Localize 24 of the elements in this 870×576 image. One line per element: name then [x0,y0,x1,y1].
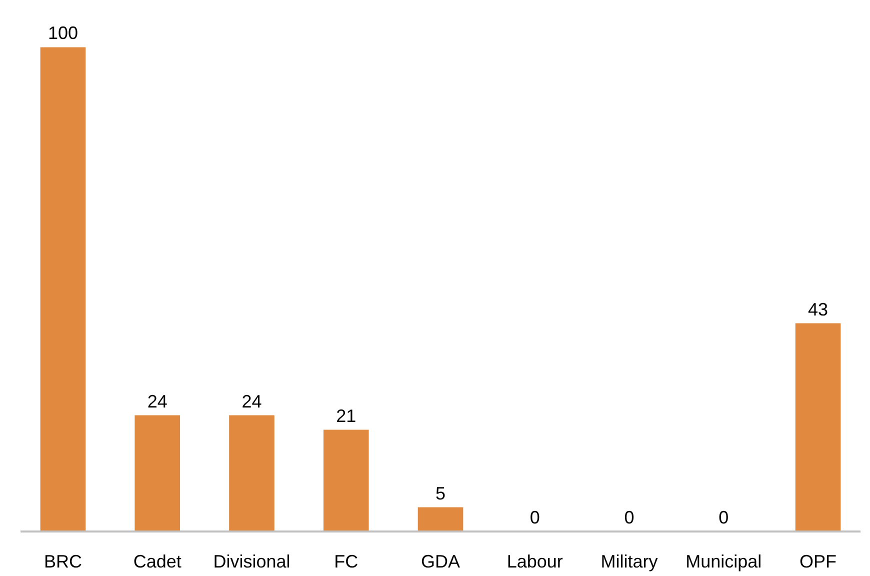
bar [134,415,180,532]
bar [795,323,841,532]
bar [40,47,86,532]
x-tick-label: OPF [800,552,837,572]
data-label: 0 [530,508,540,528]
x-tick-label: FC [334,552,358,572]
x-tick-label: GDA [420,552,460,572]
data-label: 0 [624,508,634,528]
data-label: 100 [48,23,78,44]
data-label: 0 [718,508,729,528]
data-label: 24 [242,391,262,412]
bar [323,430,369,532]
data-label: 21 [336,406,356,426]
x-tick-label: Military [600,552,658,572]
x-tick-label: BRC [44,552,82,572]
x-tick-label: Municipal [686,552,762,572]
x-tick-label: Cadet [133,552,182,572]
x-tick-label: Labour [506,552,563,572]
data-label: 5 [435,483,446,504]
data-label: 43 [808,299,828,320]
bar [418,507,464,532]
bar [229,415,274,532]
data-label: 24 [147,391,168,412]
x-tick-label: Divisional [213,552,290,572]
